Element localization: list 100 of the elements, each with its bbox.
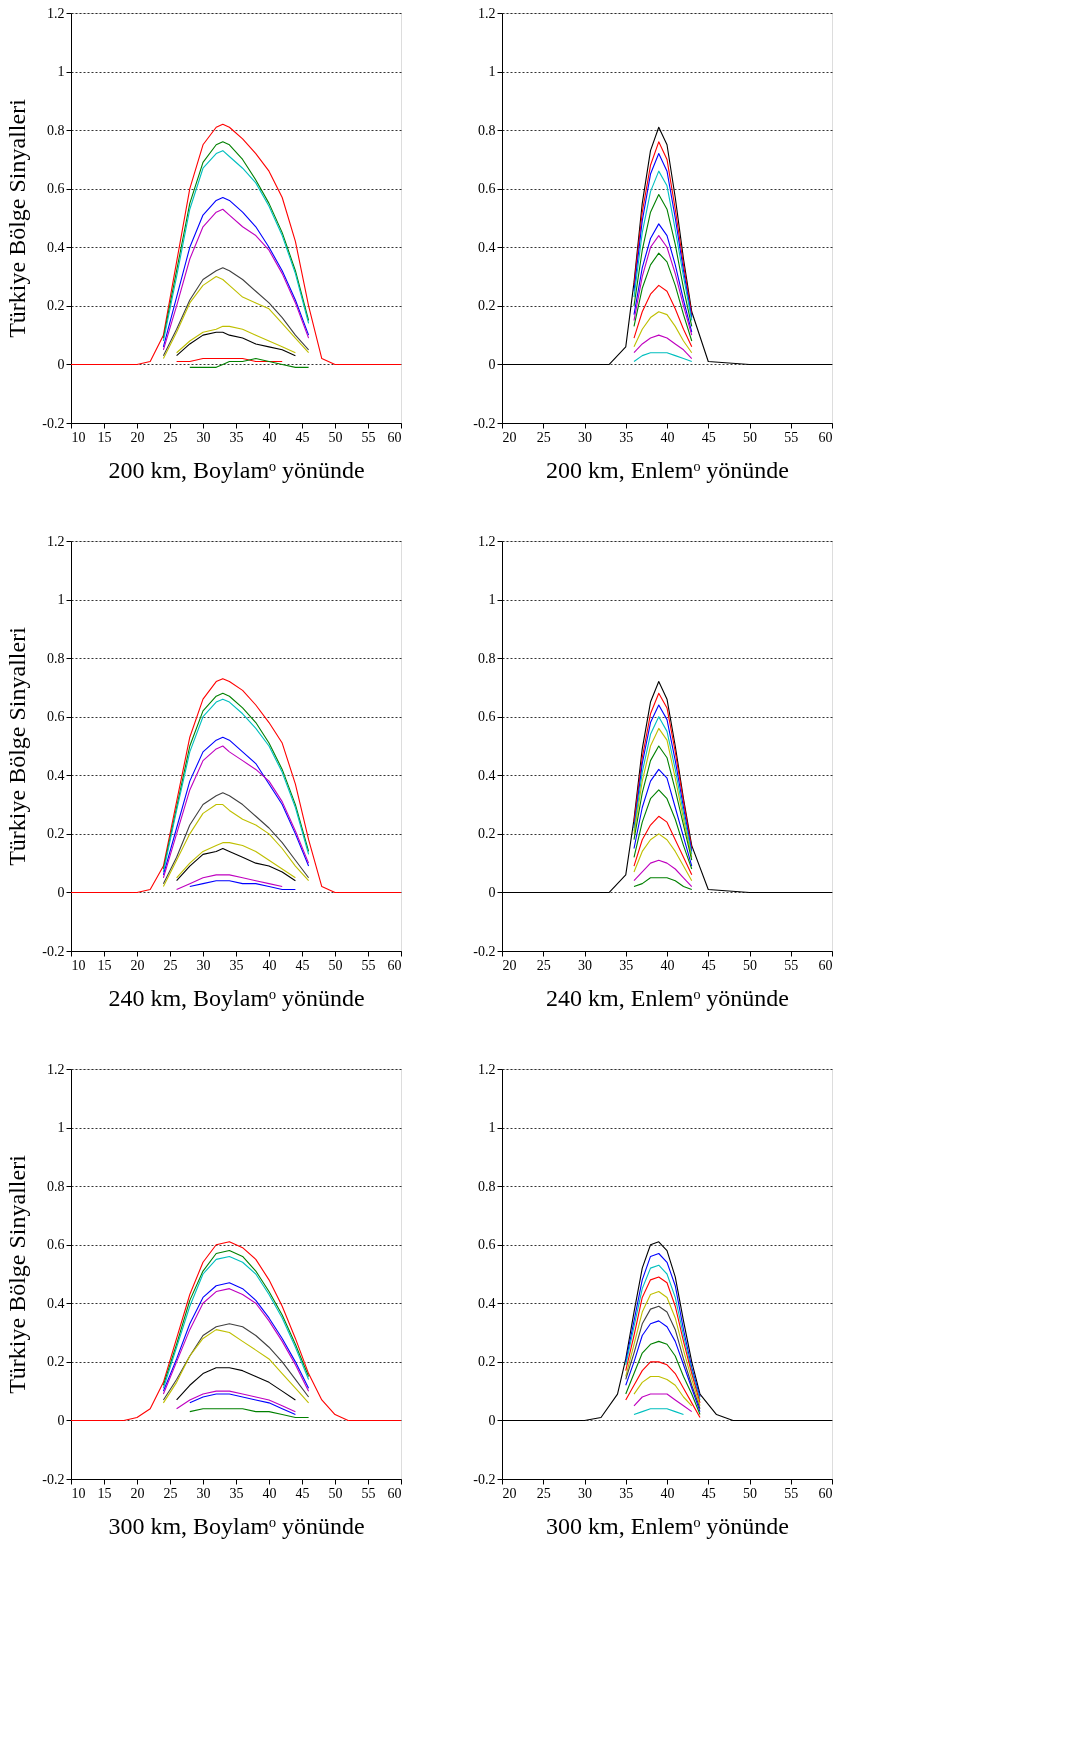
y-axis-title: Türkiye Bölge Sinyalleri [4,1154,31,1394]
x-tick-label: 45 [295,1485,310,1501]
y-tick-label: 0.2 [478,298,496,314]
x-tick-label: 50 [328,1485,343,1501]
x-tick-label: 55 [361,1485,376,1501]
x-axis-title: 240 km, Enlemᵒ yönünde [546,984,789,1011]
y-tick-label: 1 [488,592,496,608]
x-tick-label: 15 [97,957,112,973]
y-tick-label: 1.2 [47,1061,65,1077]
x-tick-label: 10 [71,429,86,445]
x-tick-label: 35 [619,1485,634,1501]
y-tick-label: 0.2 [47,298,65,314]
y-tick-label: 1.2 [478,533,496,549]
y-tick-label: 0.8 [478,1178,496,1194]
y-tick-label: -0.2 [42,415,65,431]
x-axis-title: 240 km, Boylamᵒ yönünde [108,984,365,1011]
x-tick-label: 60 [818,429,833,445]
y-axis-title: Türkiye Bölge Sinyalleri [4,626,31,866]
x-axis-title: 200 km, Enlemᵒ yönünde [546,456,789,483]
y-tick-label: 0.6 [478,709,496,725]
x-tick-label: 50 [328,429,343,445]
y-tick-label: 0.4 [478,767,496,783]
y-tick-label: 0.6 [478,1237,496,1253]
y-tick-label: 1 [488,1120,496,1136]
y-tick-label: -0.2 [42,943,65,959]
y-tick-label: 0.6 [47,709,65,725]
y-tick-label: 0.4 [47,767,65,783]
y-tick-label: 1.2 [478,1061,496,1077]
x-tick-label: 10 [71,1485,86,1501]
x-tick-label: 45 [701,1485,716,1501]
x-tick-label: 55 [784,429,799,445]
x-tick-label: 50 [743,957,757,973]
x-tick-label: 20 [130,1485,145,1501]
x-tick-label: 45 [295,429,310,445]
x-tick-label: 10 [71,957,86,973]
y-tick-label: -0.2 [473,415,496,431]
x-tick-label: 30 [578,429,592,445]
x-tick-label: 50 [743,429,757,445]
x-tick-label: 45 [295,957,310,973]
y-tick-label: 0 [57,356,65,372]
x-tick-label: 15 [97,1485,112,1501]
x-tick-label: 25 [163,1485,178,1501]
y-tick-label: 0.4 [47,1295,65,1311]
y-tick-label: 0.2 [478,1354,496,1370]
x-axis-title: 300 km, Enlemᵒ yönünde [546,1512,789,1539]
x-tick-label: 60 [387,429,402,445]
y-tick-label: 0.2 [47,826,65,842]
x-tick-label: 60 [387,1485,402,1501]
x-tick-label: 30 [196,429,211,445]
x-tick-label: 35 [229,957,244,973]
y-tick-label: 0.2 [47,1354,65,1370]
x-tick-label: 60 [818,1485,833,1501]
x-tick-label: 40 [660,957,675,973]
y-tick-label: 0.4 [478,1295,496,1311]
y-tick-label: 0.8 [478,650,496,666]
x-tick-label: 35 [619,429,634,445]
x-tick-label: 40 [660,429,675,445]
x-tick-label: 20 [130,429,145,445]
x-tick-label: 45 [701,957,716,973]
x-axis-title: 300 km, Boylamᵒ yönünde [108,1512,365,1539]
y-tick-label: 1 [488,64,496,80]
y-tick-label: 0.4 [47,239,65,255]
y-tick-label: 0.8 [47,122,65,138]
y-tick-label: 0 [488,356,496,372]
x-tick-label: 55 [361,957,376,973]
x-tick-label: 25 [536,1485,551,1501]
y-tick-label: 0.6 [478,181,496,197]
y-tick-label: 0.2 [478,826,496,842]
y-tick-label: 0.8 [47,650,65,666]
y-tick-label: 0.6 [47,1237,65,1253]
x-tick-label: 60 [818,957,833,973]
y-tick-label: 1.2 [47,533,65,549]
x-tick-label: 20 [130,957,145,973]
y-tick-label: 0 [488,1412,496,1428]
x-tick-label: 30 [196,957,211,973]
x-tick-label: 40 [660,1485,675,1501]
x-tick-label: 35 [229,1485,244,1501]
x-tick-label: 55 [784,1485,799,1501]
x-tick-label: 50 [328,957,343,973]
y-tick-label: -0.2 [473,943,496,959]
y-tick-label: 1 [57,1120,65,1136]
x-tick-label: 30 [578,957,592,973]
x-tick-label: 20 [502,429,517,445]
x-tick-label: 60 [387,957,402,973]
x-tick-label: 35 [619,957,634,973]
x-tick-label: 20 [502,1485,517,1501]
y-tick-label: -0.2 [473,1471,496,1487]
x-tick-label: 25 [163,957,178,973]
x-tick-label: 40 [262,1485,277,1501]
x-tick-label: 30 [196,1485,211,1501]
x-tick-label: 40 [262,429,277,445]
x-tick-label: 20 [502,957,517,973]
y-axis-title: Türkiye Bölge Sinyalleri [4,98,31,338]
y-tick-label: 1.2 [478,5,496,21]
x-tick-label: 35 [229,429,244,445]
y-tick-label: 0 [57,884,65,900]
y-tick-label: 0.8 [478,122,496,138]
y-tick-label: -0.2 [42,1471,65,1487]
x-tick-label: 40 [262,957,277,973]
x-tick-label: 15 [97,429,112,445]
